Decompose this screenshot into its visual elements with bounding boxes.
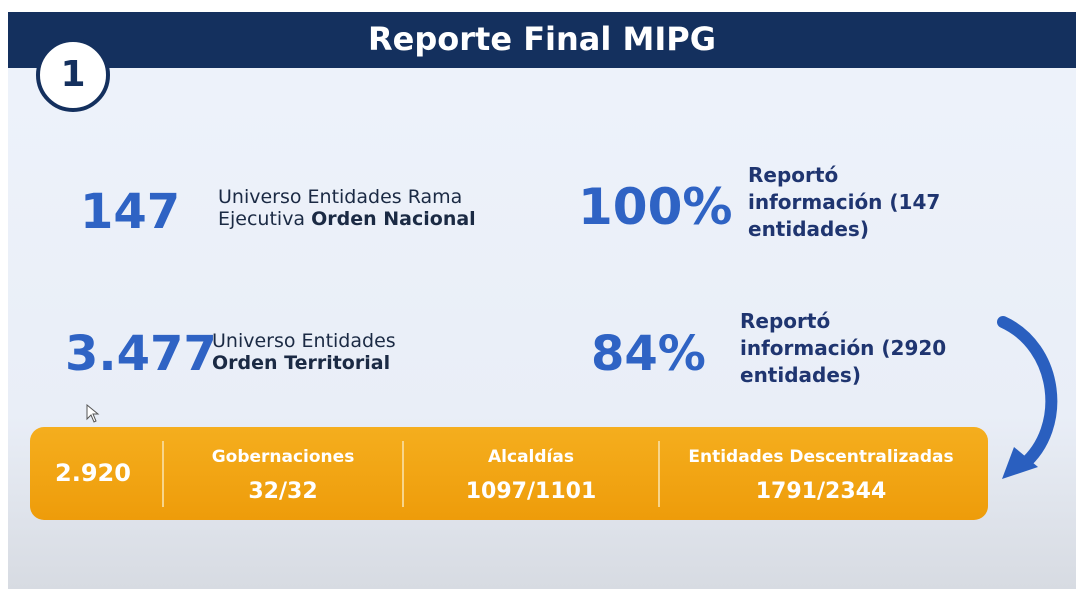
cursor [86,404,100,423]
label-line: Universo Entidades [212,330,396,352]
label-text: Ejecutiva [218,208,312,230]
group-label: Alcaldías [488,447,574,467]
stat-label: Universo Entidades Orden Territorial [212,330,396,374]
group-label: Gobernaciones [211,447,355,467]
label-bold: Orden Nacional [311,208,476,230]
group-value: 1791/2344 [755,479,887,504]
label-bold: Orden Territorial [212,352,391,374]
report-line: información (147 [748,190,941,214]
report: Reportó información (2920 entidades) [740,308,946,389]
report-line: entidades) [748,217,869,241]
group-value: 32/32 [248,479,318,504]
arrow-head [1002,447,1038,479]
divider [162,441,164,507]
label-line: Universo Entidades Rama [218,186,463,208]
percent: 84% [591,326,706,382]
report-line: entidades) [740,363,861,387]
divider [658,441,660,507]
label-line: Ejecutiva Orden Nacional [218,208,476,230]
report-line: Reportó [748,163,839,187]
stat-value: 3.477 [65,326,217,382]
slide: Reporte Final MIPG 1 147 Universo Entida… [8,12,1076,589]
cursor-shape [86,404,100,423]
title: Reporte Final MIPG [368,20,716,58]
group-label: Entidades Descentralizadas [688,447,954,467]
arrow [997,316,1058,479]
report: Reportó información (147 entidades) [748,162,940,243]
summary-bar: 2.920 Gobernaciones 32/32 Alcaldías 1097… [30,427,988,520]
group-value: 1097/1101 [465,479,597,504]
stat-label: Universo Entidades Rama Ejecutiva Orden … [218,186,476,230]
report-line: información (2920 [740,336,947,360]
summary-total: 2.920 [55,459,131,487]
report-line: Reportó [740,309,831,333]
header-bar: Reporte Final MIPG [8,12,1076,68]
divider [402,441,404,507]
percent: 100% [578,178,733,236]
arrow-curve [997,316,1058,471]
stat-value: 147 [80,184,181,240]
label-line: Orden Territorial [212,352,396,374]
badge: 1 [36,38,110,112]
